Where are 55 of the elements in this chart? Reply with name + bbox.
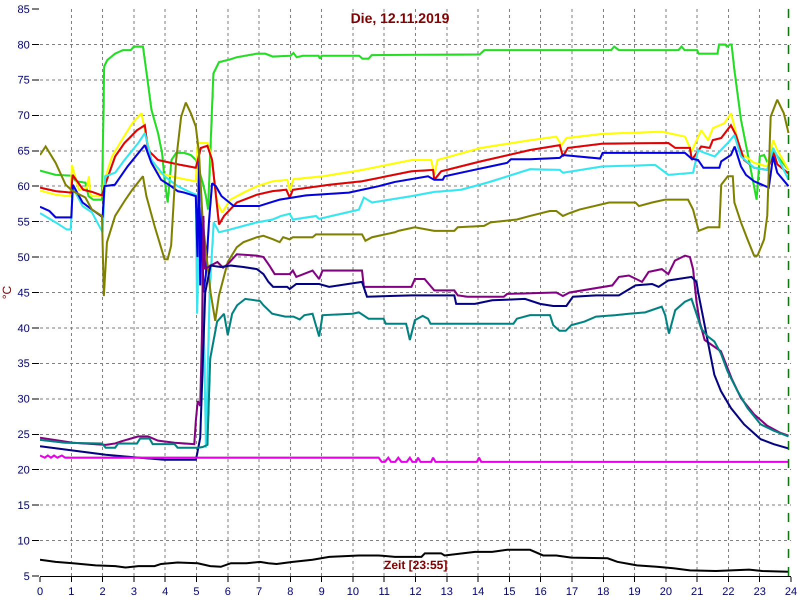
- y-tick-label: 60: [18, 181, 30, 194]
- y-tick-label: 35: [18, 358, 30, 370]
- x-tick-label: 17: [566, 586, 578, 598]
- line-series: [40, 132, 790, 449]
- x-tick-label: 18: [597, 586, 610, 598]
- y-tick-label: 75: [18, 74, 30, 87]
- x-tick-label: 23: [754, 586, 766, 598]
- x-tick-label: 19: [628, 586, 641, 598]
- line-series: [40, 98, 790, 322]
- x-tick-label: 13: [440, 586, 453, 598]
- x-tick-label: 3: [130, 586, 137, 598]
- x-tick-label: 14: [472, 586, 484, 598]
- y-axis-title: °C: [0, 285, 14, 300]
- line-series: [40, 214, 790, 446]
- x-tick-label: 11: [378, 586, 390, 598]
- y-tick-label: 80: [18, 39, 30, 52]
- x-tick-label: 12: [409, 586, 422, 598]
- x-tick-label: 9: [318, 586, 325, 598]
- y-tick-label: 40: [18, 322, 30, 335]
- x-tick-label: 21: [691, 586, 704, 598]
- line-series: [40, 264, 790, 461]
- line-series: [40, 144, 790, 294]
- y-tick-label: 50: [18, 252, 30, 264]
- x-tick-label: 15: [503, 586, 516, 598]
- y-tick-label: 45: [18, 287, 30, 300]
- x-tick-label: 4: [162, 586, 168, 598]
- x-tick-label: 22: [722, 586, 735, 598]
- y-tick-label: 15: [18, 500, 30, 512]
- y-tick-label: 10: [18, 535, 30, 548]
- y-tick-label: 65: [18, 146, 30, 158]
- x-tick-label: 6: [224, 586, 231, 598]
- x-tick-label: 16: [534, 586, 547, 598]
- x-tick-label: 0: [36, 586, 44, 598]
- x-tick-label: 8: [287, 586, 294, 598]
- y-tick-label: 25: [18, 429, 30, 442]
- x-tick-label: 2: [100, 586, 106, 598]
- y-tick-label: 70: [18, 110, 30, 122]
- x-tick-label: 20: [660, 586, 672, 598]
- x-tick-label: 1: [68, 586, 74, 598]
- y-tick-label: 20: [18, 464, 30, 477]
- y-tick-label: 30: [18, 394, 30, 406]
- chart-title: Die, 12.11.2019: [350, 10, 450, 26]
- y-tick-label: 85: [18, 4, 30, 16]
- line-series: [40, 298, 790, 449]
- y-tick-label: 5: [24, 570, 30, 583]
- x-tick-label: 10: [346, 586, 360, 598]
- line-series: [40, 112, 790, 214]
- line-series: [40, 43, 790, 211]
- line-series: [40, 548, 790, 573]
- x-tick-label: 7: [256, 586, 262, 598]
- y-tick-label: 55: [18, 216, 30, 228]
- x-axis-title: Zeit [23:55]: [384, 558, 448, 572]
- x-tick-label: 5: [193, 586, 200, 598]
- x-tick-label: 24: [784, 586, 798, 598]
- line-series: [40, 124, 790, 226]
